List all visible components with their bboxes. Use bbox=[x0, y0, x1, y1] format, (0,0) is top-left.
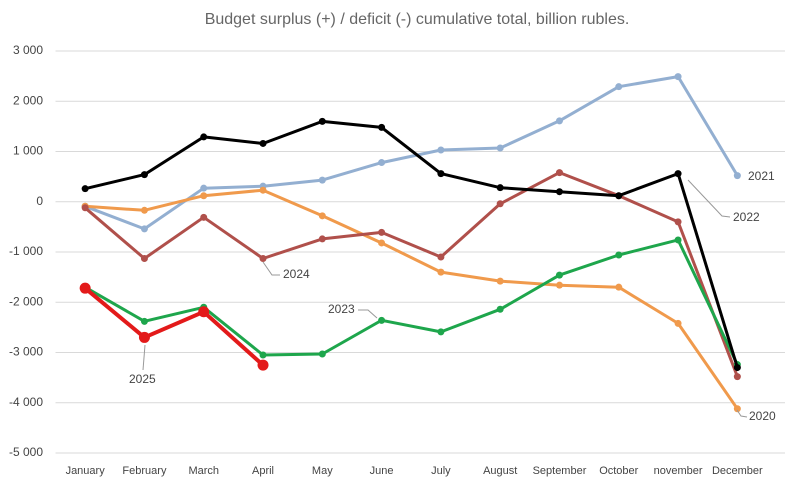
point bbox=[555, 169, 563, 177]
point bbox=[81, 185, 89, 193]
series-label: 2025 bbox=[129, 372, 156, 386]
x-tick-label: February bbox=[122, 465, 167, 477]
x-tick-label: november bbox=[654, 465, 703, 477]
point bbox=[140, 317, 148, 325]
point bbox=[259, 255, 267, 263]
series-label: 2024 bbox=[283, 267, 310, 281]
series-line bbox=[84, 171, 739, 378]
leader-line bbox=[358, 309, 378, 319]
point bbox=[378, 316, 386, 324]
y-tick-label: 1 000 bbox=[13, 144, 43, 158]
x-tick-label: August bbox=[483, 465, 517, 477]
x-tick-label: March bbox=[188, 465, 219, 477]
series-line bbox=[84, 238, 739, 366]
point bbox=[259, 186, 267, 194]
point bbox=[496, 144, 504, 152]
point bbox=[437, 170, 445, 178]
y-tick-label: -5 000 bbox=[9, 445, 43, 459]
y-tick-label: 3 000 bbox=[13, 43, 43, 57]
point bbox=[140, 255, 148, 263]
x-tick-label: October bbox=[599, 465, 638, 477]
point bbox=[378, 159, 386, 167]
point bbox=[138, 331, 150, 343]
point bbox=[674, 319, 682, 327]
point bbox=[437, 328, 445, 336]
point bbox=[496, 184, 504, 192]
leader-line bbox=[736, 409, 748, 418]
y-tick-label: 2 000 bbox=[13, 93, 43, 107]
point bbox=[318, 117, 326, 125]
point bbox=[378, 239, 386, 247]
leader-line bbox=[262, 261, 280, 276]
y-tick-label: -2 000 bbox=[9, 294, 43, 308]
point bbox=[79, 282, 91, 294]
point bbox=[140, 206, 148, 214]
point bbox=[733, 405, 741, 413]
point bbox=[674, 73, 682, 81]
y-tick-label: -4 000 bbox=[9, 395, 43, 409]
series-line bbox=[84, 75, 739, 231]
series-label: 2022 bbox=[733, 210, 760, 224]
point bbox=[200, 133, 208, 141]
point bbox=[555, 281, 563, 289]
series-line bbox=[83, 286, 265, 367]
point bbox=[378, 123, 386, 131]
point bbox=[615, 283, 623, 291]
y-tick-label: -3 000 bbox=[9, 345, 43, 359]
point bbox=[318, 235, 326, 243]
series-line bbox=[84, 188, 739, 410]
y-tick-label: -1 000 bbox=[9, 244, 43, 258]
point bbox=[200, 192, 208, 200]
point bbox=[259, 139, 267, 147]
point bbox=[733, 364, 741, 372]
point bbox=[200, 213, 208, 221]
point bbox=[318, 176, 326, 184]
x-tick-label: May bbox=[312, 465, 333, 477]
point bbox=[378, 228, 386, 236]
x-tick-label: December bbox=[712, 465, 763, 477]
point bbox=[674, 218, 682, 226]
x-tick-label: January bbox=[66, 465, 106, 477]
series-line bbox=[84, 119, 739, 369]
point bbox=[674, 236, 682, 244]
series-label: 2021 bbox=[748, 169, 775, 183]
point bbox=[198, 306, 210, 318]
point bbox=[496, 305, 504, 313]
point bbox=[615, 83, 623, 91]
point bbox=[318, 212, 326, 220]
point bbox=[140, 171, 148, 179]
series-label: 2023 bbox=[328, 302, 355, 316]
point bbox=[496, 277, 504, 285]
x-tick-label: September bbox=[533, 465, 587, 477]
point bbox=[496, 200, 504, 208]
point bbox=[257, 359, 269, 371]
x-tick-label: July bbox=[431, 465, 451, 477]
point bbox=[555, 188, 563, 196]
x-tick-label: June bbox=[370, 465, 394, 477]
leader-line bbox=[687, 179, 731, 218]
point bbox=[437, 268, 445, 276]
chart-title: Budget surplus (+) / deficit (-) cumulat… bbox=[205, 11, 630, 28]
point bbox=[200, 184, 208, 192]
point bbox=[555, 117, 563, 125]
point bbox=[615, 251, 623, 259]
point bbox=[615, 192, 623, 200]
point bbox=[555, 271, 563, 279]
x-tick-label: April bbox=[252, 465, 274, 477]
point bbox=[140, 225, 148, 233]
point bbox=[259, 351, 267, 359]
point bbox=[674, 170, 682, 178]
point bbox=[437, 253, 445, 261]
y-tick-label: 0 bbox=[36, 194, 43, 208]
point bbox=[437, 146, 445, 154]
point bbox=[733, 172, 741, 180]
point bbox=[733, 373, 741, 381]
point bbox=[81, 204, 89, 212]
leader-line bbox=[142, 344, 146, 371]
point bbox=[318, 350, 326, 358]
series-label: 2020 bbox=[749, 409, 776, 423]
